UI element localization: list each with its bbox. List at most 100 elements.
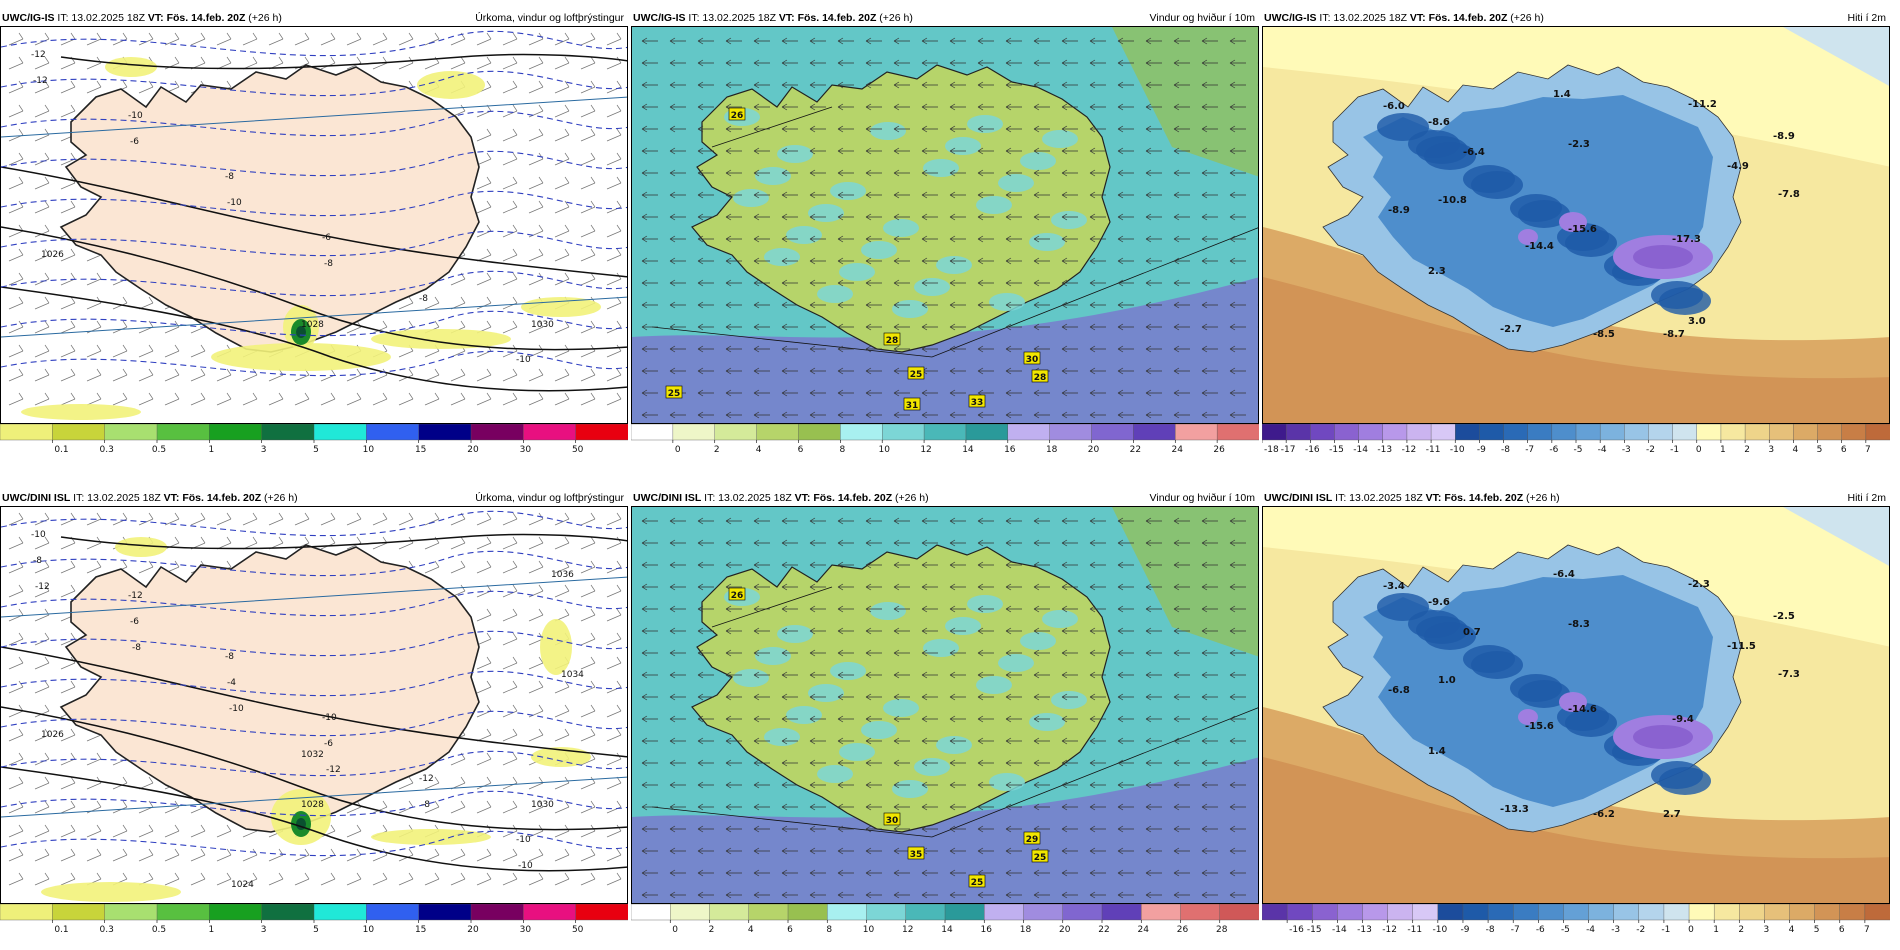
- colorbar-swatch: [748, 904, 789, 921]
- temp-map: -3.4 -9.6 -6.4 -2.3 -2.5 0.7 -8.3 -11.5 -7.3 -6.8…: [1262, 506, 1890, 904]
- colorbar-swatch: [1793, 424, 1819, 441]
- colorbar-tick-label: 3: [261, 925, 267, 935]
- gust-label: 31: [903, 397, 921, 411]
- header-text: (+26 h): [248, 12, 282, 24]
- temperature-contour-label: -6: [130, 137, 139, 147]
- colorbar-tick-label: -17: [1281, 445, 1296, 455]
- colorbar-swatch: [1599, 424, 1626, 441]
- colorbar-tick-label: 4: [756, 445, 762, 455]
- colorbar-tick-label: -5: [1561, 925, 1570, 935]
- colorbar-swatch: [1312, 904, 1339, 921]
- colorbar-swatch: [1769, 424, 1795, 441]
- colorbar-swatch: [1180, 904, 1221, 921]
- colorbar-swatch: [1430, 424, 1456, 441]
- isobar-label: 1032: [301, 750, 324, 760]
- colorbar-tick-label: 7: [1864, 925, 1870, 935]
- colorbar-swatch: [944, 904, 985, 921]
- colorbar-tick-label: 30: [520, 925, 532, 935]
- colorbar-tick-label: -8: [1501, 445, 1510, 455]
- temperature-value-label: -7.8: [1778, 189, 1800, 200]
- colorbar-tick-label: 0: [672, 925, 678, 935]
- svg-text:30: 30: [886, 816, 899, 826]
- colorbar-swatch: [156, 424, 211, 441]
- svg-text:31: 31: [906, 401, 919, 411]
- colorbar-tick-label: 28: [1216, 925, 1228, 935]
- colorbar-swatch: [1406, 424, 1432, 441]
- colorbar-swatch: [313, 904, 368, 921]
- colorbar-swatch: [104, 904, 158, 921]
- temperature-value-label: -2.3: [1688, 579, 1710, 590]
- temperature-value-label: -14.6: [1568, 704, 1597, 715]
- colorbar-tick-label: 10: [863, 925, 875, 935]
- gust-label: 25: [665, 385, 683, 399]
- temperature-value-label: 2.7: [1663, 809, 1681, 820]
- header-strong-text: VT:: [147, 12, 164, 24]
- precip-panel-1: UWC/DINI ISL IT: 13.02.2025 18Z VT: Fös.…: [0, 490, 628, 942]
- colorbar-tick-label: 6: [787, 925, 793, 935]
- colorbar-tick-label: 2: [714, 445, 720, 455]
- colorbar-tick-label: 3: [1768, 445, 1774, 455]
- colorbar-swatch: [1387, 904, 1414, 921]
- colorbar-tick-label: 2: [1738, 925, 1744, 935]
- colorbar-swatch: [1713, 904, 1740, 921]
- isobar-label: 1028: [301, 800, 324, 810]
- colorbar-tick-label: 20: [1059, 925, 1071, 935]
- header-text: IT: 13.02.2025 18Z: [688, 12, 776, 24]
- temperature-value-label: -2.5: [1773, 611, 1795, 622]
- gust-label: 35: [907, 846, 925, 860]
- colorbar-swatch: [1286, 904, 1313, 921]
- svg-text:33: 33: [971, 398, 984, 408]
- temperature-value-label: 1.4: [1553, 89, 1571, 100]
- colorbar-tick-label: 8: [826, 925, 832, 935]
- header-strong-text: UWC/IG-IS: [633, 12, 686, 24]
- colorbar-tick-label: 1: [208, 445, 214, 455]
- temperature-value-label: -6.4: [1463, 147, 1485, 158]
- colorbar-tick-label: -7: [1511, 925, 1520, 935]
- temperature-value-label: 3.0: [1688, 316, 1706, 327]
- precip-colorbar: 0.1 0.3 0.5 1 3 5 10 15 20 30 50: [0, 904, 628, 938]
- temperature-value-label: -13.3: [1500, 804, 1529, 815]
- temperature-value-label: -3.4: [1383, 581, 1405, 592]
- colorbar-swatch: [1527, 424, 1553, 441]
- colorbar-tick-label: 20: [467, 445, 479, 455]
- wind-panel-0: UWC/IG-IS IT: 13.02.2025 18Z VT: Fös. 14…: [631, 10, 1259, 462]
- temperature-value-label: 1.4: [1428, 746, 1446, 757]
- gust-label: 33: [968, 394, 986, 408]
- precip-panel-0: UWC/IG-IS IT: 13.02.2025 18Z VT: Fös. 14…: [0, 10, 628, 462]
- colorbar-tick-label: 5: [1817, 445, 1823, 455]
- temp-colorbar: -16 -15 -14 -13 -12 -11 -10 -9 -8 -7 -6 -5 -4 -3 -2 -1 0…: [1262, 904, 1890, 938]
- colorbar-tick-label: 10: [363, 445, 375, 455]
- isobar-label: 1030: [531, 320, 554, 330]
- colorbar-swatch: [984, 904, 1025, 921]
- colorbar-tick-label: 6: [798, 445, 804, 455]
- colorbar-tick-label: 2: [1744, 445, 1750, 455]
- colorbar-tick-label: -11: [1407, 925, 1422, 935]
- colorbar-tick-label: -3: [1622, 445, 1631, 455]
- colorbar-swatch: [1007, 424, 1051, 441]
- isobar-label: 1026: [41, 730, 64, 740]
- colorbar-swatch: [366, 424, 420, 441]
- colorbar-tick-label: -12: [1402, 445, 1417, 455]
- header-strong-text: VT:: [1409, 12, 1426, 24]
- colorbar-swatch: [714, 424, 758, 441]
- panel-title: Vindur og hviður í 10m: [1149, 12, 1255, 24]
- svg-text:26: 26: [731, 111, 744, 121]
- colorbar-swatch: [1551, 424, 1577, 441]
- colorbar-swatch: [470, 904, 525, 921]
- header-text: IT: 13.02.2025 18Z: [1319, 12, 1407, 24]
- temp-panel-1: UWC/DINI ISL IT: 13.02.2025 18Z VT: Fös.…: [1262, 490, 1890, 942]
- colorbar-swatch: [1216, 424, 1259, 441]
- colorbar-tick-label: 16: [981, 925, 993, 935]
- colorbar-tick-label: 4: [748, 925, 754, 935]
- gust-label: 30: [883, 812, 901, 826]
- colorbar-tick-label: -10: [1450, 445, 1465, 455]
- colorbar-tick-label: 7: [1865, 445, 1871, 455]
- temperature-contour-label: -6: [130, 617, 139, 627]
- isobar-label: 1034: [561, 670, 584, 680]
- colorbar-swatch: [1588, 904, 1615, 921]
- wind-map: 26 28 25 30 33 28 31 25: [631, 26, 1259, 424]
- colorbar-swatch: [1696, 424, 1722, 441]
- colorbar-swatch: [1512, 904, 1540, 921]
- colorbar-swatch: [1865, 424, 1890, 441]
- colorbar-swatch: [1437, 904, 1464, 921]
